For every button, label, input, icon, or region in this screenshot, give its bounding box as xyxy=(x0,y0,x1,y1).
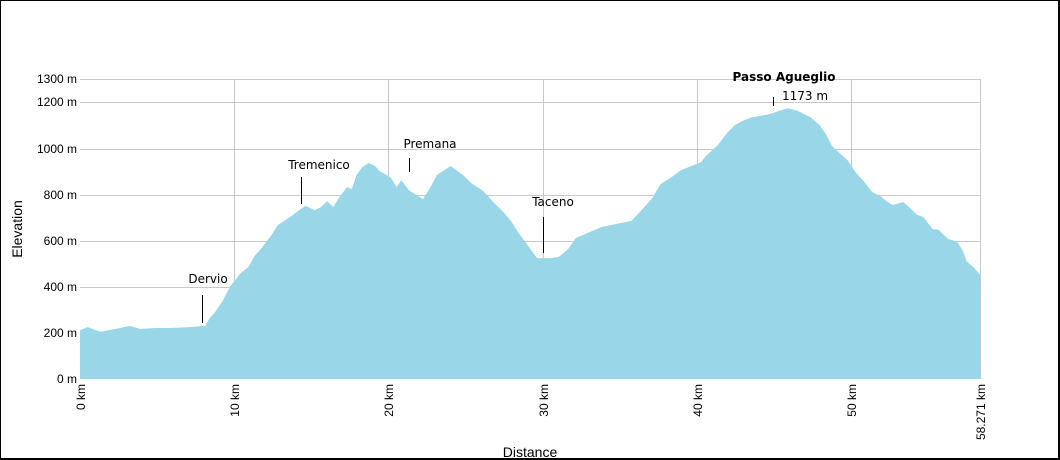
annotation-passo-agueglio: Passo Agueglio xyxy=(733,70,836,84)
annotation-tremenico: Tremenico xyxy=(287,158,350,172)
x-tick-label: 50 km xyxy=(845,384,859,417)
y-axis-ticks: 0 m 200 m 400 m 600 m 800 m 1000 m 1200 … xyxy=(37,72,77,386)
y-axis-title: Elevation xyxy=(9,200,25,258)
annotation-taceno: Taceno xyxy=(531,195,574,209)
x-tick-label: 58.271 km xyxy=(974,384,988,440)
y-tick-label: 1300 m xyxy=(37,72,77,86)
y-tick-label: 800 m xyxy=(44,188,77,202)
annotation-premana: Premana xyxy=(403,137,456,151)
x-axis-title: Distance xyxy=(503,444,558,460)
x-tick-label: 40 km xyxy=(691,384,705,417)
y-tick-label: 0 m xyxy=(57,372,77,386)
x-axis-ticks: 0 km 10 km 20 km 30 km 40 km 50 km 58.27… xyxy=(74,384,988,440)
annotations xyxy=(202,97,774,323)
y-tick-label: 600 m xyxy=(44,234,77,248)
x-tick-label: 0 km xyxy=(74,384,88,410)
x-tick-label: 10 km xyxy=(228,384,242,417)
y-tick-label: 1200 m xyxy=(37,95,77,109)
y-tick-label: 200 m xyxy=(44,326,77,340)
y-tick-label: 1000 m xyxy=(37,142,77,156)
x-tick-label: 30 km xyxy=(537,384,551,417)
annotation-dervio: Dervio xyxy=(188,272,227,286)
annotation-passo-agueglio-elevation: 1173 m xyxy=(782,89,828,103)
x-tick-label: 20 km xyxy=(382,384,396,417)
y-tick-label: 400 m xyxy=(44,280,77,294)
elevation-profile-area xyxy=(80,108,980,380)
